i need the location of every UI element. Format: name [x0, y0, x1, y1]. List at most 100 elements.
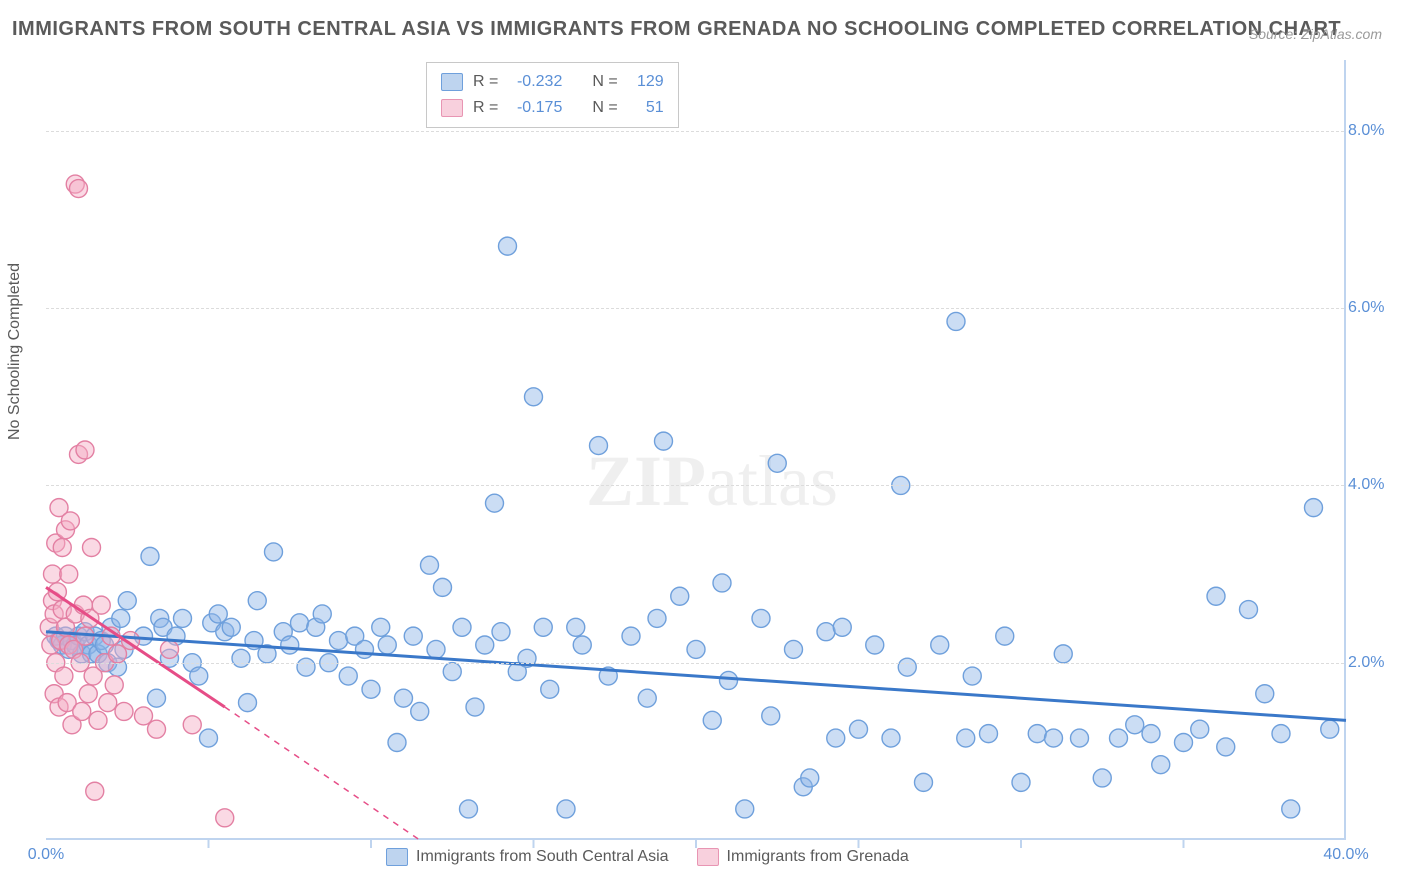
y-tick-label: 6.0%	[1348, 299, 1402, 317]
data-point	[265, 543, 283, 561]
data-point	[411, 702, 429, 720]
data-point	[141, 547, 159, 565]
data-point	[752, 609, 770, 627]
data-point	[1110, 729, 1128, 747]
gridline	[46, 485, 1344, 486]
data-point	[118, 592, 136, 610]
data-point	[248, 592, 266, 610]
data-point	[866, 636, 884, 654]
data-point	[174, 609, 192, 627]
data-point	[557, 800, 575, 818]
gridline	[46, 131, 1344, 132]
data-point	[83, 539, 101, 557]
data-point	[73, 702, 91, 720]
data-point	[1240, 601, 1258, 619]
data-point	[55, 667, 73, 685]
data-point	[817, 623, 835, 641]
x-tick-label: 0.0%	[28, 846, 64, 864]
data-point	[239, 694, 257, 712]
data-point	[190, 667, 208, 685]
data-point	[427, 640, 445, 658]
data-point	[148, 689, 166, 707]
data-point	[434, 578, 452, 596]
data-point	[590, 437, 608, 455]
data-point	[356, 640, 374, 658]
data-point	[112, 609, 130, 627]
data-point	[466, 698, 484, 716]
data-point	[216, 809, 234, 827]
data-point	[79, 685, 97, 703]
data-point	[622, 627, 640, 645]
data-point	[1142, 725, 1160, 743]
data-point	[947, 312, 965, 330]
data-point	[963, 667, 981, 685]
data-point	[92, 596, 110, 614]
data-point	[404, 627, 422, 645]
data-point	[200, 729, 218, 747]
data-point	[443, 663, 461, 681]
data-point	[99, 694, 117, 712]
data-point	[1217, 738, 1235, 756]
data-point	[573, 636, 591, 654]
data-point	[1321, 720, 1339, 738]
data-point	[183, 716, 201, 734]
legend-item-blue: Immigrants from South Central Asia	[386, 848, 669, 866]
series-legend: Immigrants from South Central Asia Immig…	[386, 848, 909, 866]
swatch-pink-icon	[697, 848, 719, 866]
data-point	[996, 627, 1014, 645]
data-point	[1191, 720, 1209, 738]
data-point	[44, 565, 62, 583]
data-point	[1054, 645, 1072, 663]
data-point	[720, 671, 738, 689]
data-point	[655, 432, 673, 450]
data-point	[86, 782, 104, 800]
data-point	[1152, 756, 1170, 774]
data-point	[372, 618, 390, 636]
data-point	[61, 512, 79, 530]
data-point	[1305, 499, 1323, 517]
legend-item-pink: Immigrants from Grenada	[697, 848, 909, 866]
data-point	[534, 618, 552, 636]
data-point	[388, 734, 406, 752]
y-tick-label: 2.0%	[1348, 654, 1402, 672]
data-point	[1012, 773, 1030, 791]
data-point	[648, 609, 666, 627]
data-point	[1175, 734, 1193, 752]
y-tick-label: 4.0%	[1348, 476, 1402, 494]
data-point	[762, 707, 780, 725]
swatch-blue-icon	[386, 848, 408, 866]
data-point	[161, 640, 179, 658]
data-point	[898, 658, 916, 676]
data-point	[1093, 769, 1111, 787]
data-point	[339, 667, 357, 685]
trend-line-pink-extrapolated	[225, 707, 420, 840]
data-point	[638, 689, 656, 707]
data-point	[801, 769, 819, 787]
data-point	[1282, 800, 1300, 818]
data-point	[105, 676, 123, 694]
data-point	[330, 632, 348, 650]
data-point	[713, 574, 731, 592]
data-point	[957, 729, 975, 747]
data-point	[148, 720, 166, 738]
plot-area: ZIPatlas R = -0.232 N = 129 R = -0.175 N…	[46, 60, 1346, 840]
data-point	[915, 773, 933, 791]
data-point	[980, 725, 998, 743]
data-point	[453, 618, 471, 636]
y-axis-label: No Schooling Completed	[6, 263, 24, 440]
data-point	[1207, 587, 1225, 605]
gridline	[46, 663, 1344, 664]
legend-label: Immigrants from Grenada	[727, 848, 909, 866]
data-point	[499, 237, 517, 255]
data-point	[703, 711, 721, 729]
data-point	[671, 587, 689, 605]
data-point	[486, 494, 504, 512]
data-point	[70, 180, 88, 198]
data-point	[378, 636, 396, 654]
data-point	[931, 636, 949, 654]
data-point	[687, 640, 705, 658]
data-point	[1045, 729, 1063, 747]
data-point	[768, 454, 786, 472]
data-point	[785, 640, 803, 658]
gridline	[46, 308, 1344, 309]
